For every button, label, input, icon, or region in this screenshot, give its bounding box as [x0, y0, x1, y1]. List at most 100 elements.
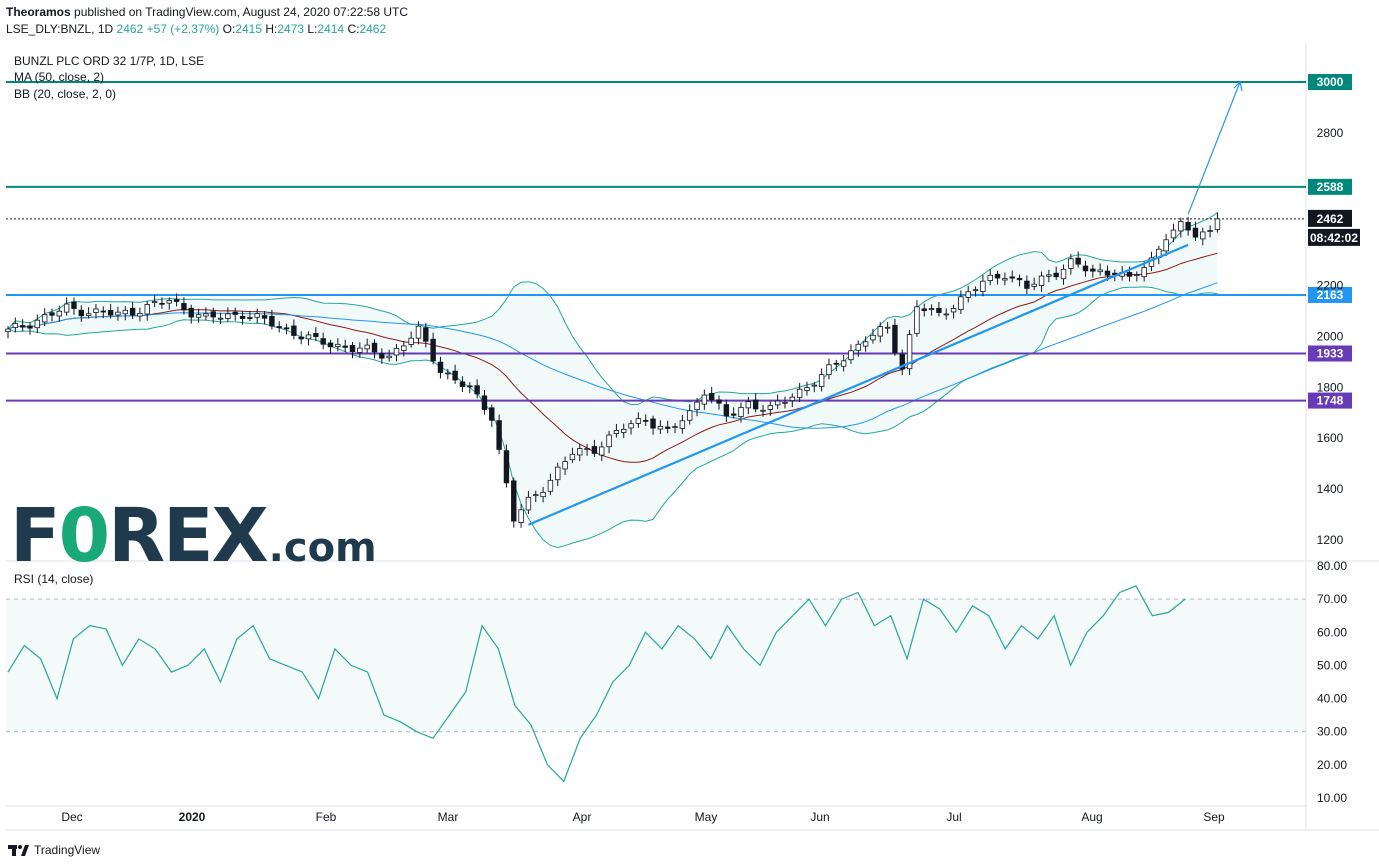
current-price-label: 2462: [1317, 212, 1344, 226]
candle: [129, 301, 136, 320]
trend-overlays[interactable]: [528, 80, 1243, 526]
candle: [657, 420, 664, 434]
candle-body: [320, 338, 326, 345]
candle-body: [972, 289, 979, 292]
time-tick-May: May: [695, 810, 718, 824]
candle-body: [481, 395, 488, 410]
candle-body: [892, 324, 898, 353]
candle: [327, 339, 334, 354]
candle: [943, 308, 949, 320]
tradingview-footer[interactable]: TradingView: [8, 843, 100, 857]
rsi-tick-70.00: 70.00: [1317, 592, 1347, 606]
candle-body: [225, 313, 231, 319]
candle-body: [78, 309, 84, 317]
candle-body: [63, 303, 70, 313]
price-tick-1800: 1800: [1317, 380, 1344, 394]
publisher-name[interactable]: Theoramos: [6, 5, 71, 19]
candle: [335, 338, 341, 352]
candle-body: [650, 418, 656, 429]
rsi-legend[interactable]: RSI (14, close): [14, 572, 94, 586]
target-arrow-line[interactable]: [1187, 81, 1241, 215]
close-value: 2462: [359, 22, 387, 36]
candle: [628, 419, 634, 435]
candle-body: [467, 385, 473, 388]
candle-body: [71, 301, 77, 309]
rsi-tick-60.00: 60.00: [1317, 625, 1347, 639]
candle: [63, 297, 70, 316]
candle-body: [774, 400, 781, 406]
price-change: +57 (+2.37%): [146, 22, 220, 36]
high-value: 2473: [277, 22, 305, 36]
candle-body: [1207, 230, 1213, 232]
candle-body: [950, 308, 957, 313]
target-arrow-head[interactable]: [1233, 80, 1243, 92]
candle: [467, 382, 473, 394]
rsi-tick-30.00: 30.00: [1317, 725, 1347, 739]
candle: [115, 306, 121, 321]
candle: [760, 404, 766, 417]
candle: [914, 300, 920, 337]
low-value: 2414: [317, 22, 345, 36]
candle: [730, 407, 737, 419]
candle: [210, 307, 216, 324]
candle-body: [1068, 258, 1074, 269]
candle: [5, 326, 11, 339]
candle: [569, 447, 576, 463]
candle-body: [518, 509, 524, 523]
candle-body: [738, 407, 744, 417]
candle-body: [657, 425, 664, 430]
candle-body: [686, 410, 693, 421]
candle: [408, 331, 414, 348]
candle: [796, 382, 803, 402]
price-tick-1600: 1600: [1317, 431, 1344, 445]
candle: [906, 329, 913, 375]
candle: [892, 318, 898, 356]
candle: [217, 312, 224, 325]
price-tick-2200: 2200: [1317, 279, 1344, 293]
candle: [1016, 274, 1023, 287]
bb-upper-band: [7, 212, 1218, 406]
candle: [144, 300, 150, 321]
candle: [562, 456, 568, 475]
candle: [921, 303, 927, 317]
bb-legend[interactable]: BB (20, close, 2, 0): [14, 87, 117, 101]
horizontal-levels[interactable]: 3000 2588 2163 1933 1748 2462 08:42:02: [6, 74, 1360, 409]
candle: [41, 308, 48, 327]
candle: [107, 303, 114, 319]
candle: [782, 396, 788, 409]
open-label: O:: [222, 22, 236, 36]
candle: [591, 439, 598, 457]
candle-body: [694, 401, 700, 411]
candle-body: [159, 302, 165, 305]
candle: [928, 304, 935, 316]
candle: [1038, 271, 1045, 292]
support-trend-line[interactable]: [528, 243, 1189, 526]
candle-body: [1192, 227, 1199, 238]
candle: [738, 402, 744, 423]
ma-legend[interactable]: MA (50, close, 2): [14, 70, 105, 84]
chart-title[interactable]: BUNZL PLC ORD 32 1/7P, 1D, LSE: [14, 54, 205, 68]
candle-body: [1097, 269, 1103, 273]
candle-body: [188, 307, 194, 318]
candle: [1163, 233, 1169, 257]
low-label: L:: [307, 22, 318, 36]
candle-body: [1009, 276, 1015, 279]
price-tick-1400: 1400: [1317, 482, 1344, 496]
candle-body: [833, 362, 839, 365]
candle: [1185, 216, 1191, 236]
rsi-band-fill: [6, 599, 1306, 732]
candle: [899, 349, 905, 376]
bb-basis: [7, 252, 1218, 463]
candle: [166, 297, 172, 310]
candle: [371, 339, 378, 359]
candle-body: [85, 313, 92, 316]
candle-body: [840, 360, 847, 367]
price-tick-1200: 1200: [1317, 533, 1344, 547]
candle-body: [393, 347, 400, 356]
tradingview-logo-icon: [8, 845, 29, 856]
publish-text: published on TradingView.com, August 24,…: [70, 5, 409, 19]
candle-body: [437, 361, 444, 373]
candle-body: [569, 453, 576, 461]
candle: [496, 414, 502, 455]
